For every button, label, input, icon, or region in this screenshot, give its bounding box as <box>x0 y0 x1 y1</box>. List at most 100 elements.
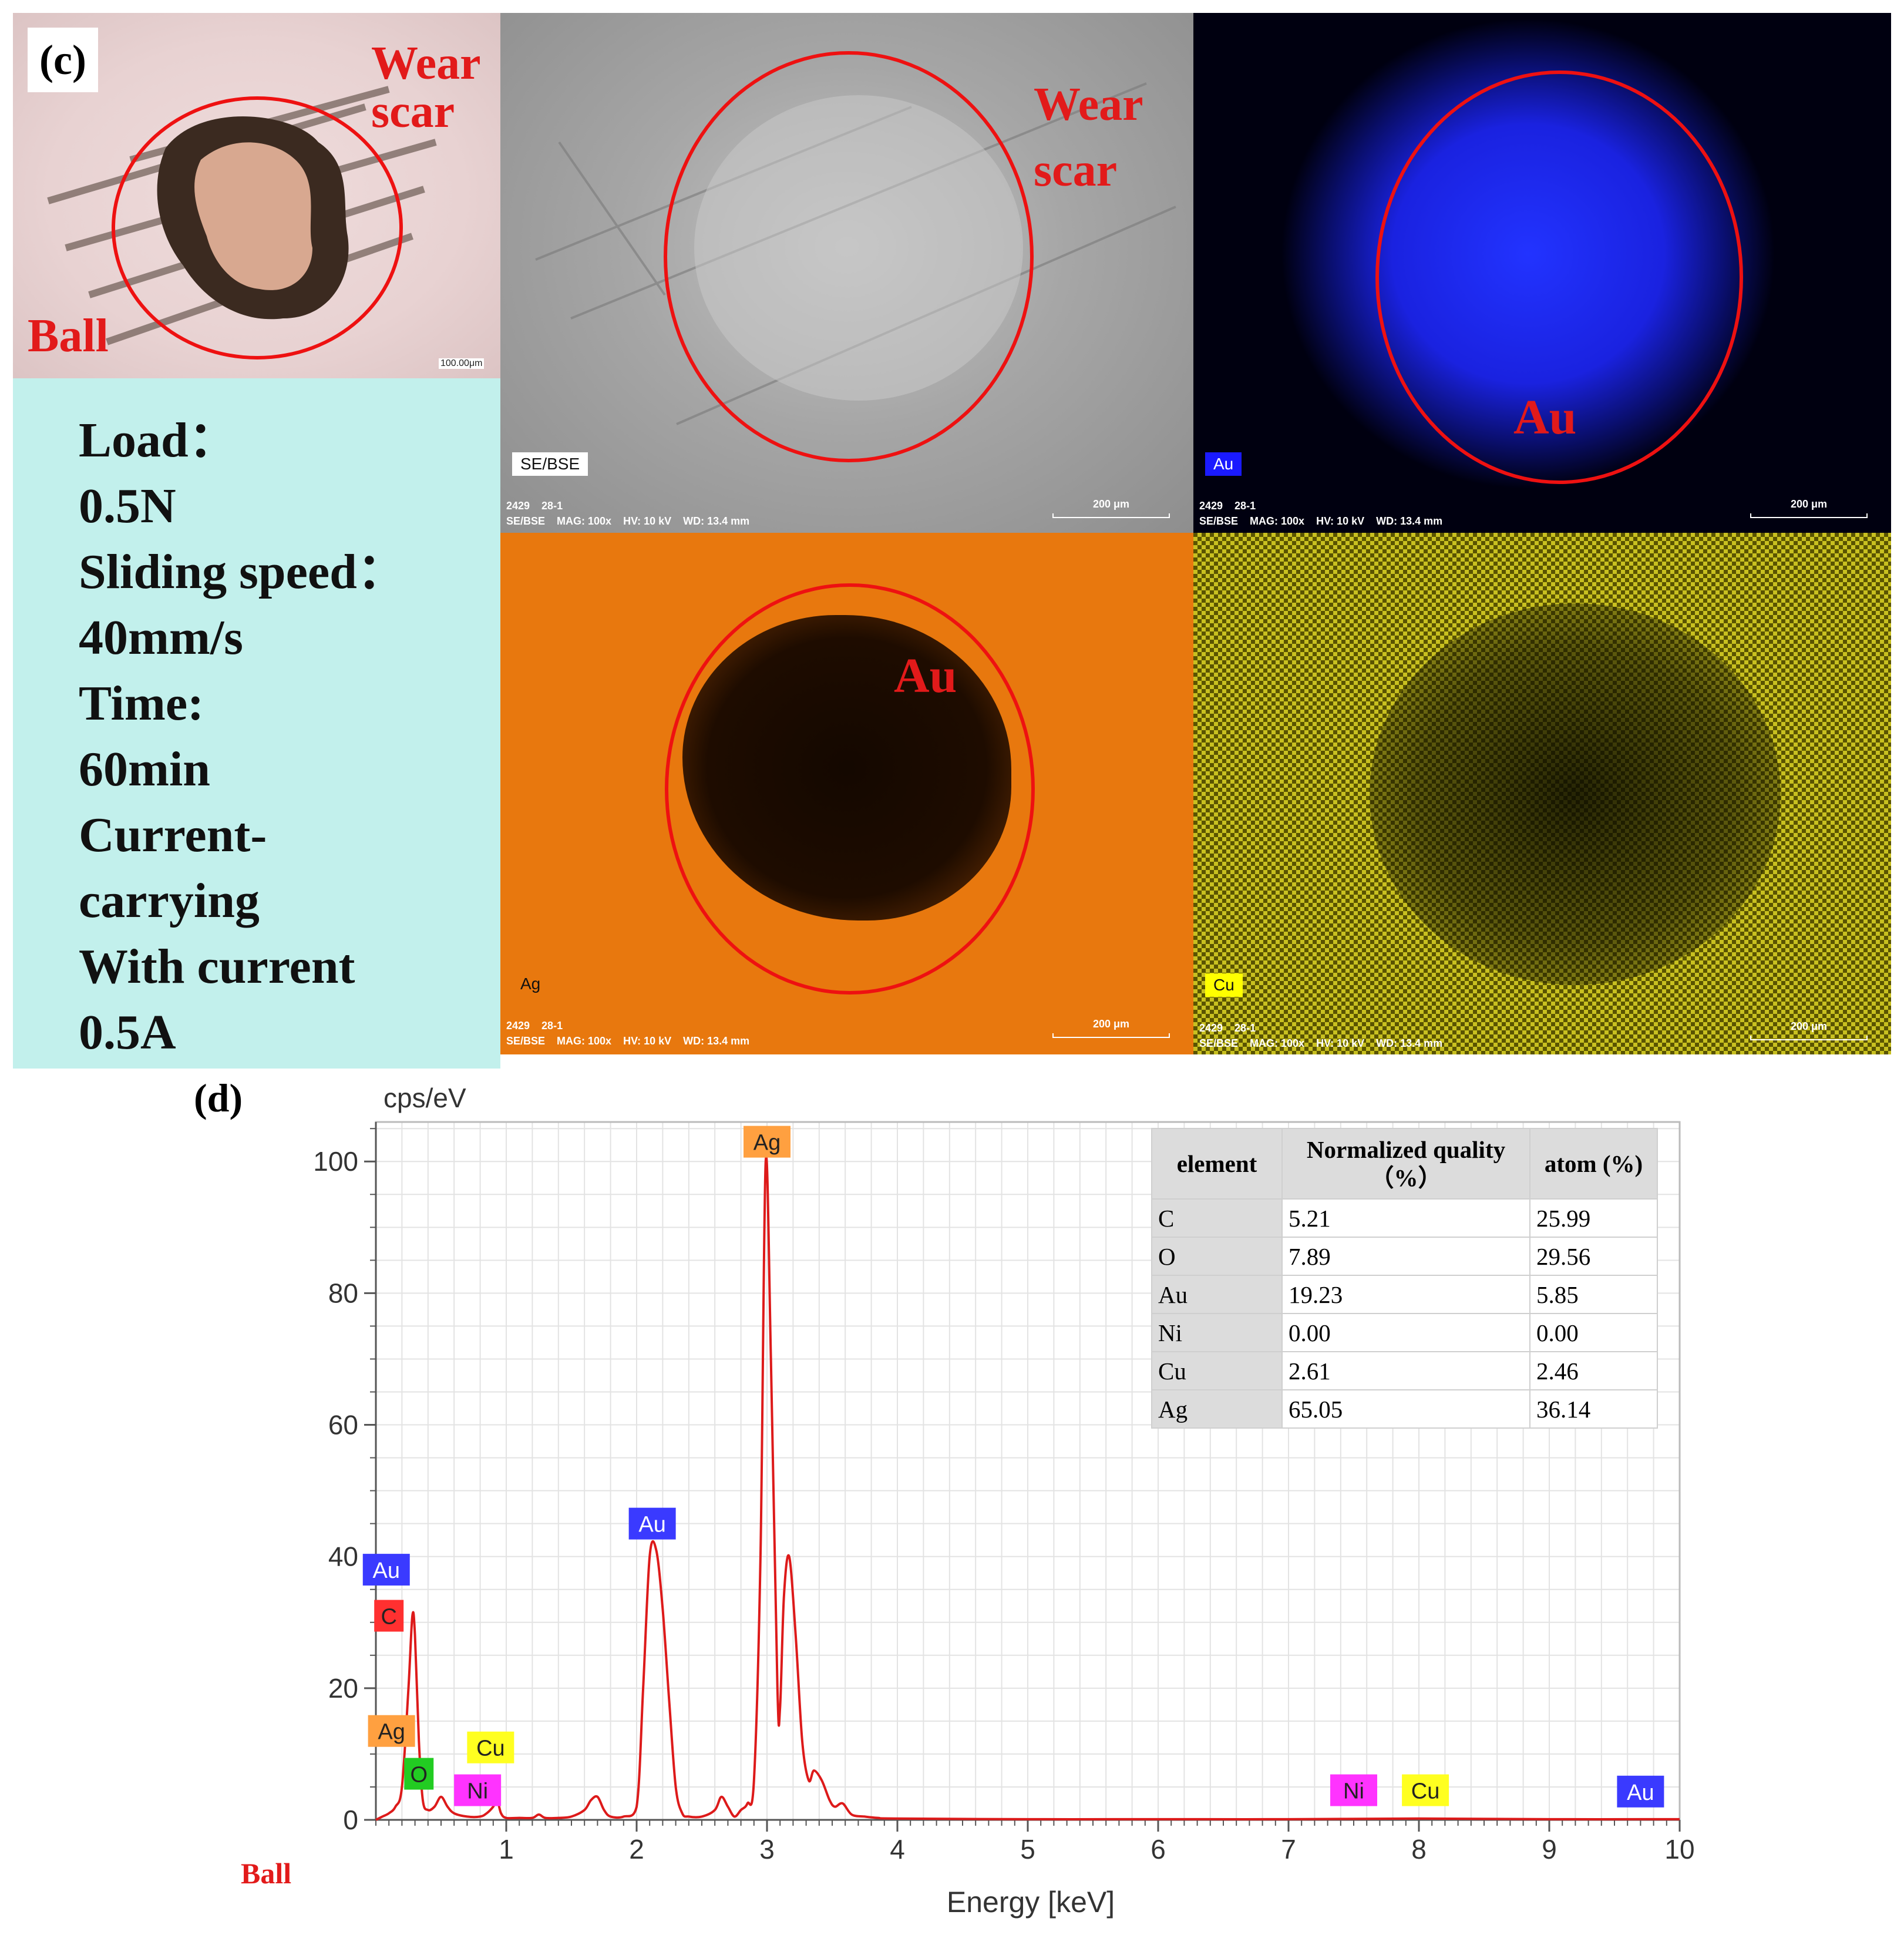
peak-label-box <box>368 1715 415 1747</box>
panel-c-label: (c) <box>28 28 98 92</box>
x-tick-label: 4 <box>890 1834 905 1865</box>
table-header-element: element <box>1151 1128 1283 1200</box>
scale-bar <box>1052 1033 1170 1038</box>
scale-text: 200 μm <box>1790 1020 1828 1032</box>
param-line: Current- <box>79 808 267 862</box>
y-tick-label: 40 <box>328 1541 358 1572</box>
cu-map-tag: Cu <box>1205 973 1243 997</box>
peak-label-box <box>362 1554 410 1586</box>
y-axis-label: cps/eV <box>384 1083 466 1113</box>
ball-footer-label: Ball <box>241 1857 292 1890</box>
param-line: Time: <box>79 676 204 731</box>
wear-scar-label: Wear scar <box>371 38 481 137</box>
eds-composition-table: element Normalized quality（%） atom (%) C… <box>1151 1128 1658 1429</box>
param-line: 60min <box>79 742 211 797</box>
table-cell-value: 36.14 <box>1529 1389 1658 1429</box>
peak-label-box <box>744 1126 790 1158</box>
param-line: 0.5N <box>79 479 176 533</box>
param-line: Load： <box>79 413 238 468</box>
sem-meta: 2429 28-1 SE/BSE MAG: 100x HV: 10 kV WD:… <box>506 1020 750 1047</box>
table-cell-value: 0.00 <box>1281 1313 1530 1352</box>
table-cell-value: 25.99 <box>1529 1198 1658 1238</box>
table-row: O 7.89 29.56 <box>1151 1237 1658 1276</box>
peak-label-text: C <box>381 1605 396 1630</box>
scale-text: 200 μm <box>1790 498 1828 510</box>
y-tick-label: 100 <box>313 1146 358 1177</box>
ag-map-outline <box>665 583 1035 995</box>
x-tick-label: 6 <box>1151 1834 1166 1865</box>
table-cell-value: 5.21 <box>1281 1198 1530 1238</box>
table-cell-value: 2.46 <box>1529 1351 1658 1390</box>
table-row: C 5.21 25.99 <box>1151 1198 1658 1238</box>
y-tick-label: 80 <box>328 1278 358 1308</box>
peak-label-text: Ni <box>1343 1779 1364 1804</box>
param-line: 40mm/s <box>79 610 243 665</box>
table-cell-value: 65.05 <box>1281 1389 1530 1429</box>
ag-map-overlay-label: Au <box>894 649 957 703</box>
x-tick-label: 10 <box>1664 1834 1694 1865</box>
table-cell-element: O <box>1151 1237 1283 1276</box>
table-row: Ni 0.00 0.00 <box>1151 1313 1658 1352</box>
param-line: 0.5A <box>79 1005 176 1060</box>
sem-se-image: Wear scar SE/BSE 2429 28-1 SE/BSE MAG: 1… <box>500 13 1193 533</box>
ball-label: Ball <box>28 310 109 362</box>
table-cell-element: Ni <box>1151 1313 1283 1352</box>
x-tick-label: 2 <box>629 1834 644 1865</box>
table-cell-element: Cu <box>1151 1351 1283 1390</box>
table-cell-value: 5.85 <box>1529 1275 1658 1314</box>
x-tick-label: 3 <box>759 1834 775 1865</box>
cu-map-dark-region <box>1370 603 1781 985</box>
param-line: Sliding speed： <box>79 545 406 599</box>
au-map-tag: Au <box>1205 452 1242 476</box>
x-tick-label: 1 <box>499 1834 514 1865</box>
scale-bar <box>1052 513 1170 518</box>
param-line: With current <box>79 939 355 994</box>
peak-label-text: Ni <box>467 1779 488 1804</box>
peak-label-box <box>454 1774 502 1806</box>
table-header-atom: atom (%) <box>1529 1128 1658 1200</box>
y-tick-label: 60 <box>328 1410 358 1440</box>
table-cell-value: 0.00 <box>1529 1313 1658 1352</box>
peak-label-box <box>374 1600 404 1632</box>
x-tick-label: 7 <box>1281 1834 1296 1865</box>
scale-bar <box>1750 1036 1868 1040</box>
table-cell-element: Au <box>1151 1275 1283 1314</box>
peak-label-text: Au <box>1627 1781 1654 1805</box>
eds-cu-map: Cu 2429 28-1 SE/BSE MAG: 100x HV: 10 kV … <box>1193 533 1891 1054</box>
scale-text: 200 μm <box>1092 498 1130 510</box>
sem-wear-scar-outline <box>664 51 1034 462</box>
scale-bar <box>1750 513 1868 518</box>
peak-label-text: Au <box>373 1558 400 1583</box>
x-axis-label: Energy [keV] <box>947 1886 1115 1919</box>
y-tick-label: 20 <box>328 1673 358 1704</box>
table-row: Ag 65.05 36.14 <box>1151 1389 1658 1429</box>
peak-label-box <box>1402 1774 1449 1806</box>
peak-label-text: Ag <box>378 1720 405 1745</box>
panel-d-label: (d) <box>194 1076 243 1120</box>
table-row: Cu 2.61 2.46 <box>1151 1351 1658 1390</box>
au-map-outline <box>1375 70 1743 484</box>
peak-label-text: Ag <box>753 1131 781 1155</box>
sem-wear-scar-label: Wear scar <box>1034 79 1143 196</box>
table-cell-value: 29.56 <box>1529 1237 1658 1276</box>
scale-text: 200 μm <box>1092 1018 1130 1030</box>
wear-scar-outline <box>112 96 403 360</box>
table-cell-value: 2.61 <box>1281 1351 1530 1390</box>
sem-meta: 2429 28-1 SE/BSE MAG: 100x HV: 10 kV WD:… <box>1199 500 1443 527</box>
peak-label-box <box>1617 1775 1664 1808</box>
au-map-overlay-label: Au <box>1513 390 1577 445</box>
table-row: Au 19.23 5.85 <box>1151 1275 1658 1314</box>
param-line: carrying <box>79 874 260 928</box>
test-parameters-box: Load： 0.5N Sliding speed： 40mm/s Time: 6… <box>13 378 500 1069</box>
sem-meta: 2429 28-1 SE/BSE MAG: 100x HV: 10 kV WD:… <box>506 500 750 527</box>
table-cell-element: C <box>1151 1198 1283 1238</box>
table-cell-element: Ag <box>1151 1389 1283 1429</box>
optical-scale-text: 100.00μm <box>439 358 485 369</box>
peak-label-box <box>467 1731 514 1763</box>
eds-ag-map: Au Ag 2429 28-1 SE/BSE MAG: 100x HV: 10 … <box>500 533 1193 1054</box>
table-header-normalized: Normalized quality（%） <box>1281 1128 1530 1200</box>
peak-label-box <box>628 1507 676 1540</box>
sem-meta: 2429 28-1 SE/BSE MAG: 100x HV: 10 kV WD:… <box>1199 1022 1443 1049</box>
x-tick-label: 5 <box>1020 1834 1035 1865</box>
peak-label-text: Cu <box>1411 1779 1440 1804</box>
